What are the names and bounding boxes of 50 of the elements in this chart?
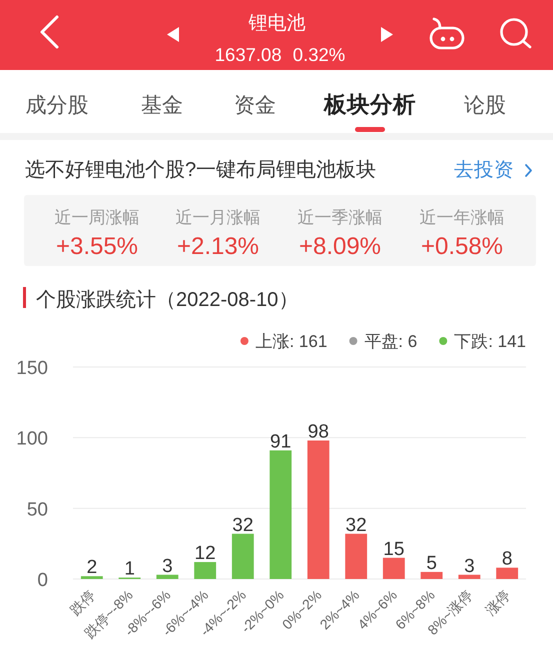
bar <box>156 574 178 579</box>
y-tick-label: 50 <box>26 499 48 520</box>
bar <box>458 574 480 579</box>
bar <box>496 568 518 579</box>
data-label: 98 <box>308 421 329 442</box>
data-label: 91 <box>270 431 292 452</box>
legend-label: 平盘: 6 <box>364 332 418 351</box>
text: 近一季涨幅 <box>298 208 382 227</box>
text: 锂电池 <box>248 13 306 34</box>
text: +8.09% <box>298 233 382 260</box>
y-tick-label: 150 <box>16 358 48 379</box>
text: +0.58% <box>420 233 504 260</box>
data-label: 12 <box>194 543 216 564</box>
text: 近一月涨幅 <box>176 208 260 227</box>
bar <box>382 558 405 579</box>
data-label: 2 <box>86 557 98 578</box>
data-label: 32 <box>346 514 367 536</box>
bar <box>232 534 254 579</box>
text: 选不好锂电池个股?一键布局锂电池板块 <box>25 159 376 181</box>
data-label: 15 <box>383 538 404 560</box>
y-tick-label: 100 <box>16 428 48 450</box>
legend-label: 下跌: 141 <box>454 332 526 351</box>
bar <box>420 572 443 579</box>
text: 基金 <box>141 94 183 117</box>
bar <box>80 576 103 579</box>
data-label: 3 <box>464 556 475 577</box>
text: 近一年涨幅 <box>420 208 504 227</box>
text: 去投资 <box>454 159 514 181</box>
data-label: 32 <box>232 514 254 536</box>
bar <box>345 534 368 579</box>
text: 1637.08 0.32% <box>214 44 346 65</box>
data-label: 8 <box>502 548 512 570</box>
data-label: 1 <box>124 558 135 580</box>
text: 论股 <box>464 94 506 117</box>
text: +3.55% <box>56 233 138 260</box>
y-tick-label: 0 <box>37 570 48 591</box>
text: 板块分析 <box>323 92 416 117</box>
data-label: 3 <box>162 556 173 577</box>
chart-title: 个股涨跌统计（2022-08-10） <box>36 289 298 311</box>
legend-label: 上涨: 161 <box>255 332 328 351</box>
text: 成分股 <box>26 94 88 117</box>
x-tick-label: 跌停 <box>66 586 98 618</box>
bar <box>270 450 292 579</box>
x-tick-label: 涨停 <box>482 586 514 618</box>
data-label: 5 <box>426 552 437 574</box>
text: +2.13% <box>176 233 260 260</box>
bar <box>307 440 330 579</box>
text: 近一周涨幅 <box>54 208 140 227</box>
text: 资金 <box>234 94 276 117</box>
bar <box>194 562 216 579</box>
